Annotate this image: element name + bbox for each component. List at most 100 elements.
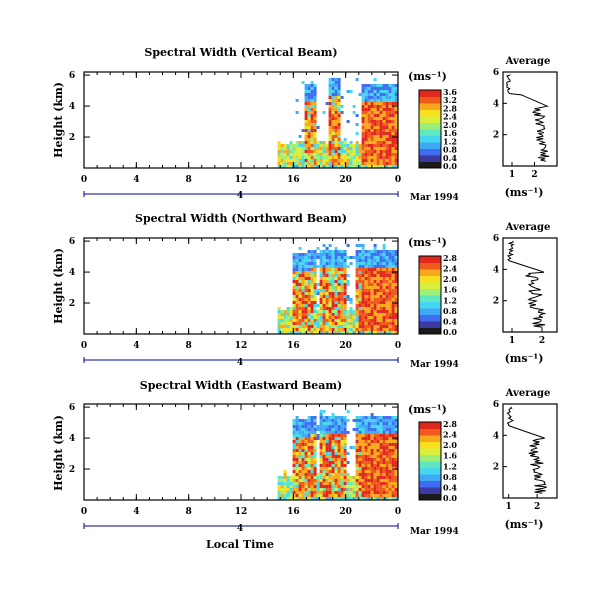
heatmap-cell (313, 132, 317, 135)
heatmap-cell (313, 117, 317, 120)
heatmap-cell (349, 144, 353, 147)
heatmap-cell (337, 90, 341, 93)
heatmap-cell (394, 93, 398, 96)
colorbar-band (419, 428, 441, 436)
heatmap-cell (331, 455, 335, 458)
heatmap-cell (379, 93, 383, 96)
heatmap-cell (373, 497, 377, 500)
heatmap-cell (328, 286, 332, 289)
heatmap-cell (367, 316, 371, 319)
heatmap-cell (295, 328, 299, 331)
heatmap-cell (325, 298, 329, 301)
heatmap-cell (355, 141, 359, 144)
heatmap-cell (331, 428, 335, 431)
heatmap-cell (319, 307, 323, 310)
heatmap-cell (334, 470, 338, 473)
x-tick-label: 0 (395, 341, 401, 351)
heatmap-cell (358, 464, 362, 467)
heatmap-cell (304, 301, 308, 304)
heatmap-cell (391, 485, 395, 488)
heatmap-cell (325, 458, 329, 461)
heatmap-cell (304, 452, 308, 455)
heatmap-cell (343, 437, 347, 440)
heatmap-cell (343, 277, 347, 280)
heatmap-cell (388, 277, 392, 280)
heatmap-cell (340, 446, 344, 449)
heatmap-cell (370, 90, 374, 93)
heatmap-cell (370, 304, 374, 307)
heatmap-cell (283, 316, 287, 319)
heatmap-cell (304, 123, 308, 126)
colorbar-band (419, 142, 441, 149)
heatmap-cell (331, 325, 335, 328)
heatmap-cell (292, 479, 296, 482)
heatmap-cell (343, 467, 347, 470)
heatmap-cell (334, 440, 338, 443)
heatmap-cell (325, 280, 329, 283)
heatmap-cell (286, 144, 290, 147)
heatmap-cell (286, 316, 290, 319)
heatmap-cell (295, 425, 299, 428)
heatmap-cell (391, 419, 395, 422)
heatmap-cell (358, 289, 362, 292)
heatmap-cell (364, 150, 368, 153)
heatmap-cell (385, 431, 389, 434)
heatmap-cell (319, 431, 323, 434)
y-tick-label: 4 (69, 102, 75, 112)
y-tick-label: 2 (69, 133, 75, 143)
heatmap-cell (325, 425, 329, 428)
heatmap-cell (304, 298, 308, 301)
heatmap-cell (379, 313, 383, 316)
heatmap-cell (316, 322, 320, 325)
heatmap-cell (307, 331, 311, 334)
heatmap-cell (289, 307, 293, 310)
heatmap-cell (328, 162, 332, 165)
heatmap-cell (373, 304, 377, 307)
heatmap-cell (346, 310, 350, 313)
heatmap-cell (385, 132, 389, 135)
heatmap-cell (391, 265, 395, 268)
heatmap-cell (319, 147, 323, 150)
heatmap-cell (343, 295, 347, 298)
colorbar-band (419, 301, 441, 309)
heatmap-cell (373, 325, 377, 328)
heatmap-cell (385, 425, 389, 428)
heatmap-cell (376, 325, 380, 328)
heatmap-cell (364, 283, 368, 286)
heatmap-cell (376, 482, 380, 485)
heatmap-cell (310, 277, 314, 280)
heatmap-cell (316, 310, 320, 313)
heatmap-cell (382, 286, 386, 289)
heatmap-cell (367, 99, 371, 102)
heatmap-cell (331, 96, 335, 99)
heatmap-cell (343, 271, 347, 274)
heatmap-cell (286, 488, 290, 491)
heatmap-cell (388, 467, 392, 470)
heatmap-cell (331, 431, 335, 434)
x-tick-label: 16 (287, 341, 300, 351)
heatmap-cell (388, 455, 392, 458)
heatmap-cell (388, 268, 392, 271)
heatmap-cell (286, 162, 290, 165)
heatmap-cell (283, 331, 287, 334)
heatmap-cell (376, 416, 380, 419)
heatmap-cell (277, 325, 281, 328)
x-tick-label: 20 (339, 175, 352, 185)
heatmap-cell (370, 482, 374, 485)
heatmap-cell (298, 271, 302, 274)
heatmap-cell (358, 452, 362, 455)
heatmap-cell (310, 464, 314, 467)
heatmap-cell (280, 488, 284, 491)
heatmap-cell (322, 473, 326, 476)
heatmap-cell (394, 99, 398, 102)
heatmap-cell (388, 250, 392, 253)
heatmap-cell (379, 295, 383, 298)
heatmap-cell (295, 325, 299, 328)
heatmap-cell (343, 283, 347, 286)
heatmap-cell (385, 458, 389, 461)
heatmap-cell (367, 90, 371, 93)
heatmap-cell (280, 153, 284, 156)
y-axis-label: Height (km) (52, 415, 65, 491)
heatmap-cell (310, 488, 314, 491)
heatmap-cell (367, 87, 371, 90)
